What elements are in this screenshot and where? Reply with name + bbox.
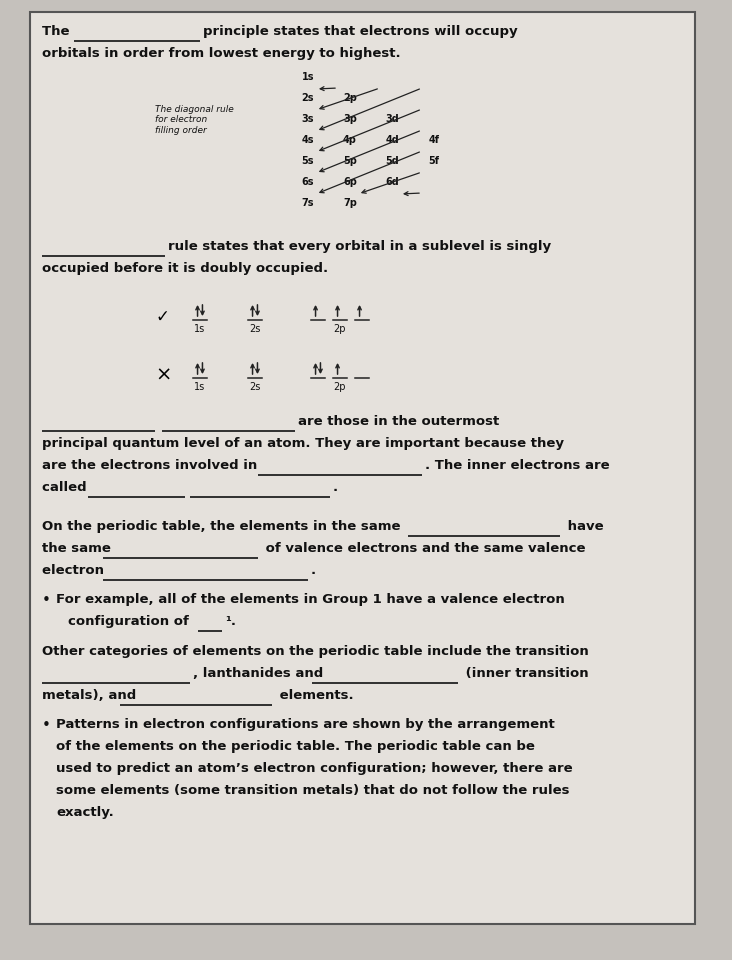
Text: On the periodic table, the elements in the same: On the periodic table, the elements in t…	[42, 520, 405, 533]
Text: 1s: 1s	[195, 324, 206, 334]
Text: principle states that electrons will occupy: principle states that electrons will occ…	[203, 25, 518, 38]
Text: called: called	[42, 481, 92, 494]
Text: . The inner electrons are: . The inner electrons are	[425, 459, 610, 472]
Text: 2p: 2p	[334, 382, 346, 392]
Text: (inner transition: (inner transition	[461, 667, 589, 680]
Text: ¹.: ¹.	[225, 615, 236, 628]
Text: metals), and: metals), and	[42, 689, 141, 702]
Text: 5s: 5s	[302, 156, 314, 166]
Text: rule states that every orbital in a sublevel is singly: rule states that every orbital in a subl…	[168, 240, 551, 253]
Text: 2p: 2p	[334, 324, 346, 334]
Text: of the elements on the periodic table. The periodic table can be: of the elements on the periodic table. T…	[56, 740, 535, 753]
Text: elements.: elements.	[275, 689, 354, 702]
Text: 3p: 3p	[343, 114, 357, 124]
Text: The: The	[42, 25, 74, 38]
Text: are those in the outermost: are those in the outermost	[298, 415, 499, 428]
Text: principal quantum level of an atom. They are important because they: principal quantum level of an atom. They…	[42, 437, 564, 450]
Text: •: •	[42, 718, 51, 733]
Text: 6s: 6s	[302, 177, 314, 187]
Text: orbitals in order from lowest energy to highest.: orbitals in order from lowest energy to …	[42, 47, 400, 60]
Text: 7s: 7s	[302, 198, 314, 208]
Text: Patterns in electron configurations are shown by the arrangement: Patterns in electron configurations are …	[56, 718, 555, 731]
Text: of valence electrons and the same valence: of valence electrons and the same valenc…	[261, 542, 586, 555]
Text: exactly.: exactly.	[56, 806, 113, 819]
Text: Other categories of elements on the periodic table include the transition: Other categories of elements on the peri…	[42, 645, 589, 658]
Text: 4d: 4d	[385, 135, 399, 145]
Text: electron: electron	[42, 564, 108, 577]
Text: .: .	[333, 481, 338, 494]
Text: 5f: 5f	[428, 156, 439, 166]
Text: 6d: 6d	[385, 177, 399, 187]
Text: 5d: 5d	[385, 156, 399, 166]
Text: the same: the same	[42, 542, 116, 555]
Text: 4s: 4s	[302, 135, 314, 145]
Text: 1s: 1s	[195, 382, 206, 392]
Text: ✓: ✓	[155, 308, 169, 326]
Text: 6p: 6p	[343, 177, 357, 187]
Text: 3d: 3d	[385, 114, 399, 124]
Text: have: have	[563, 520, 604, 533]
Text: .: .	[311, 564, 316, 577]
Text: 7p: 7p	[343, 198, 357, 208]
Text: 5p: 5p	[343, 156, 357, 166]
Text: •: •	[42, 593, 51, 608]
Text: are the electrons involved in: are the electrons involved in	[42, 459, 262, 472]
FancyBboxPatch shape	[30, 12, 695, 924]
Text: , lanthanides and: , lanthanides and	[193, 667, 328, 680]
Text: occupied before it is doubly occupied.: occupied before it is doubly occupied.	[42, 262, 328, 275]
Text: 4p: 4p	[343, 135, 357, 145]
Text: 2s: 2s	[250, 382, 261, 392]
Text: For example, all of the elements in Group 1 have a valence electron: For example, all of the elements in Grou…	[56, 593, 565, 606]
Text: ×: ×	[155, 366, 171, 385]
Text: 3s: 3s	[302, 114, 314, 124]
Text: The diagonal rule
for electron
filling order: The diagonal rule for electron filling o…	[155, 105, 234, 134]
Text: 1s: 1s	[302, 72, 314, 82]
Text: some elements (some transition metals) that do not follow the rules: some elements (some transition metals) t…	[56, 784, 569, 797]
Text: configuration of: configuration of	[68, 615, 193, 628]
Text: 2p: 2p	[343, 93, 357, 103]
Text: used to predict an atom’s electron configuration; however, there are: used to predict an atom’s electron confi…	[56, 762, 572, 775]
Text: 2s: 2s	[302, 93, 314, 103]
Text: 4f: 4f	[428, 135, 439, 145]
Text: 2s: 2s	[250, 324, 261, 334]
